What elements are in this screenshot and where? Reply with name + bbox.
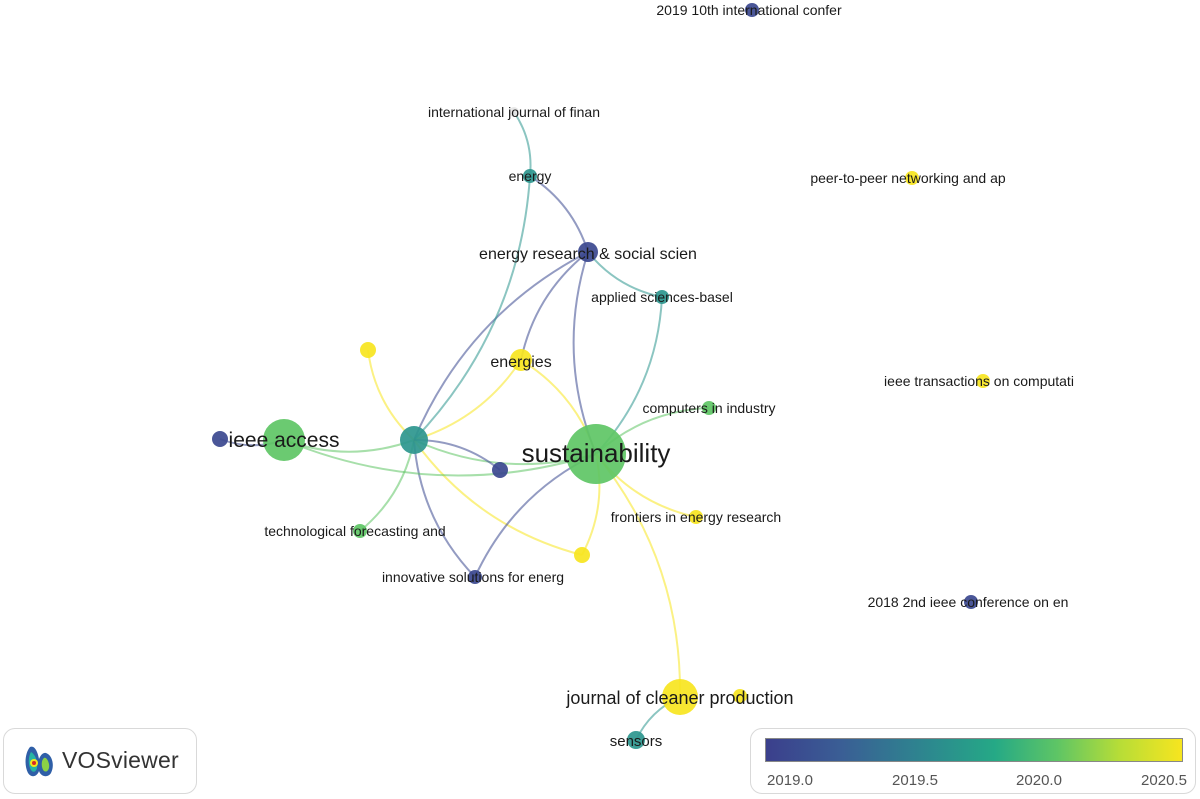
network-link <box>513 111 532 177</box>
node-sensors[interactable] <box>627 731 645 749</box>
color-scale-bar <box>765 738 1183 762</box>
legend-tick-label: 2019.0 <box>767 772 813 789</box>
node-unlabeled-purple-left[interactable] <box>212 431 228 447</box>
node-label-peer-to-peer-networking[interactable]: peer-to-peer networking and ap <box>810 170 1006 186</box>
network-link <box>283 439 597 477</box>
node-ieee-transactions-computational[interactable] <box>976 374 990 388</box>
node-label-energies[interactable]: energies <box>490 354 551 371</box>
network-link <box>413 439 583 556</box>
node-label-journal-of-cleaner-production[interactable]: journal of cleaner production <box>565 688 793 708</box>
node-label-sensors[interactable]: sensors <box>610 733 663 750</box>
node-label-ieee-transactions-computational[interactable]: ieee transactions on computati <box>884 373 1074 389</box>
network-link <box>520 251 589 361</box>
node-technological-forecasting[interactable] <box>353 524 367 538</box>
legend-tick-label: 2020.5 <box>1141 772 1187 789</box>
node-peer-to-peer-networking[interactable] <box>905 171 919 185</box>
node-label-energy-research-social-science[interactable]: energy research & social scien <box>479 246 697 263</box>
network-nodes <box>212 3 990 749</box>
network-link <box>595 453 682 698</box>
network-link <box>413 251 589 441</box>
node-energy-research-social-science[interactable] <box>578 242 598 262</box>
node-hub-node[interactable] <box>400 426 428 454</box>
network-link <box>367 349 415 441</box>
network-link <box>572 251 597 455</box>
network-link <box>529 175 589 253</box>
network-link <box>413 439 476 578</box>
node-unlabeled-yellow-cleaner[interactable] <box>733 689 747 703</box>
node-label-international-journal-of-financial[interactable]: international journal of finan <box>428 104 600 120</box>
node-frontiers-in-energy-research[interactable] <box>689 510 703 524</box>
node-applied-sciences-basel[interactable] <box>655 290 669 304</box>
network-labels: sustainability ieee access journal of clea… <box>229 2 1074 750</box>
node-label-applied-sciences-basel[interactable]: applied sciences-basel <box>591 289 733 305</box>
node-label-computers-in-industry[interactable]: computers in industry <box>642 400 775 416</box>
node-ieee-conference-2018[interactable] <box>964 595 978 609</box>
network-link <box>359 439 415 532</box>
node-label-ieee-conference-2019[interactable]: 2019 10th international confer <box>656 2 842 18</box>
node-innovative-solutions-for-energy[interactable] <box>468 570 482 584</box>
network-link <box>413 175 531 441</box>
node-label-ieee-access[interactable]: ieee access <box>229 429 340 452</box>
node-label-sustainability[interactable]: sustainability <box>522 438 671 468</box>
node-label-innovative-solutions-for-energy[interactable]: innovative solutions for energ <box>382 569 564 585</box>
legend-tick-label: 2019.5 <box>892 772 938 789</box>
node-label-technological-forecasting[interactable]: technological forecasting and <box>264 523 445 539</box>
node-journal-of-cleaner-production[interactable] <box>662 679 698 715</box>
node-ieee-conference-2019[interactable] <box>745 3 759 17</box>
network-link <box>413 359 522 441</box>
legend-tick-label: 2020.0 <box>1016 772 1062 789</box>
node-label-frontiers-in-energy-research[interactable]: frontiers in energy research <box>611 509 781 525</box>
node-ieee-access[interactable] <box>263 419 305 461</box>
node-unlabeled-yellow-left[interactable] <box>360 342 376 358</box>
node-label-ieee-conference-2018[interactable]: 2018 2nd ieee conference on en <box>868 594 1069 610</box>
node-computers-in-industry[interactable] <box>702 401 716 415</box>
node-unlabeled-yellow-lower[interactable] <box>574 547 590 563</box>
node-unlabeled-purple-center[interactable] <box>492 462 508 478</box>
node-label-energy[interactable]: energy <box>509 168 552 184</box>
node-energy[interactable] <box>523 169 537 183</box>
color-legend: 2019.0 2019.5 2020.0 2020.5 <box>750 728 1196 794</box>
vosviewer-logo-icon <box>25 746 53 777</box>
vosviewer-logo-panel: VOSviewer <box>3 728 197 794</box>
node-sustainability[interactable] <box>566 424 626 484</box>
node-international-journal-of-financial[interactable] <box>509 107 519 117</box>
node-energies[interactable] <box>510 349 532 371</box>
app-name: VOSviewer <box>62 747 179 773</box>
